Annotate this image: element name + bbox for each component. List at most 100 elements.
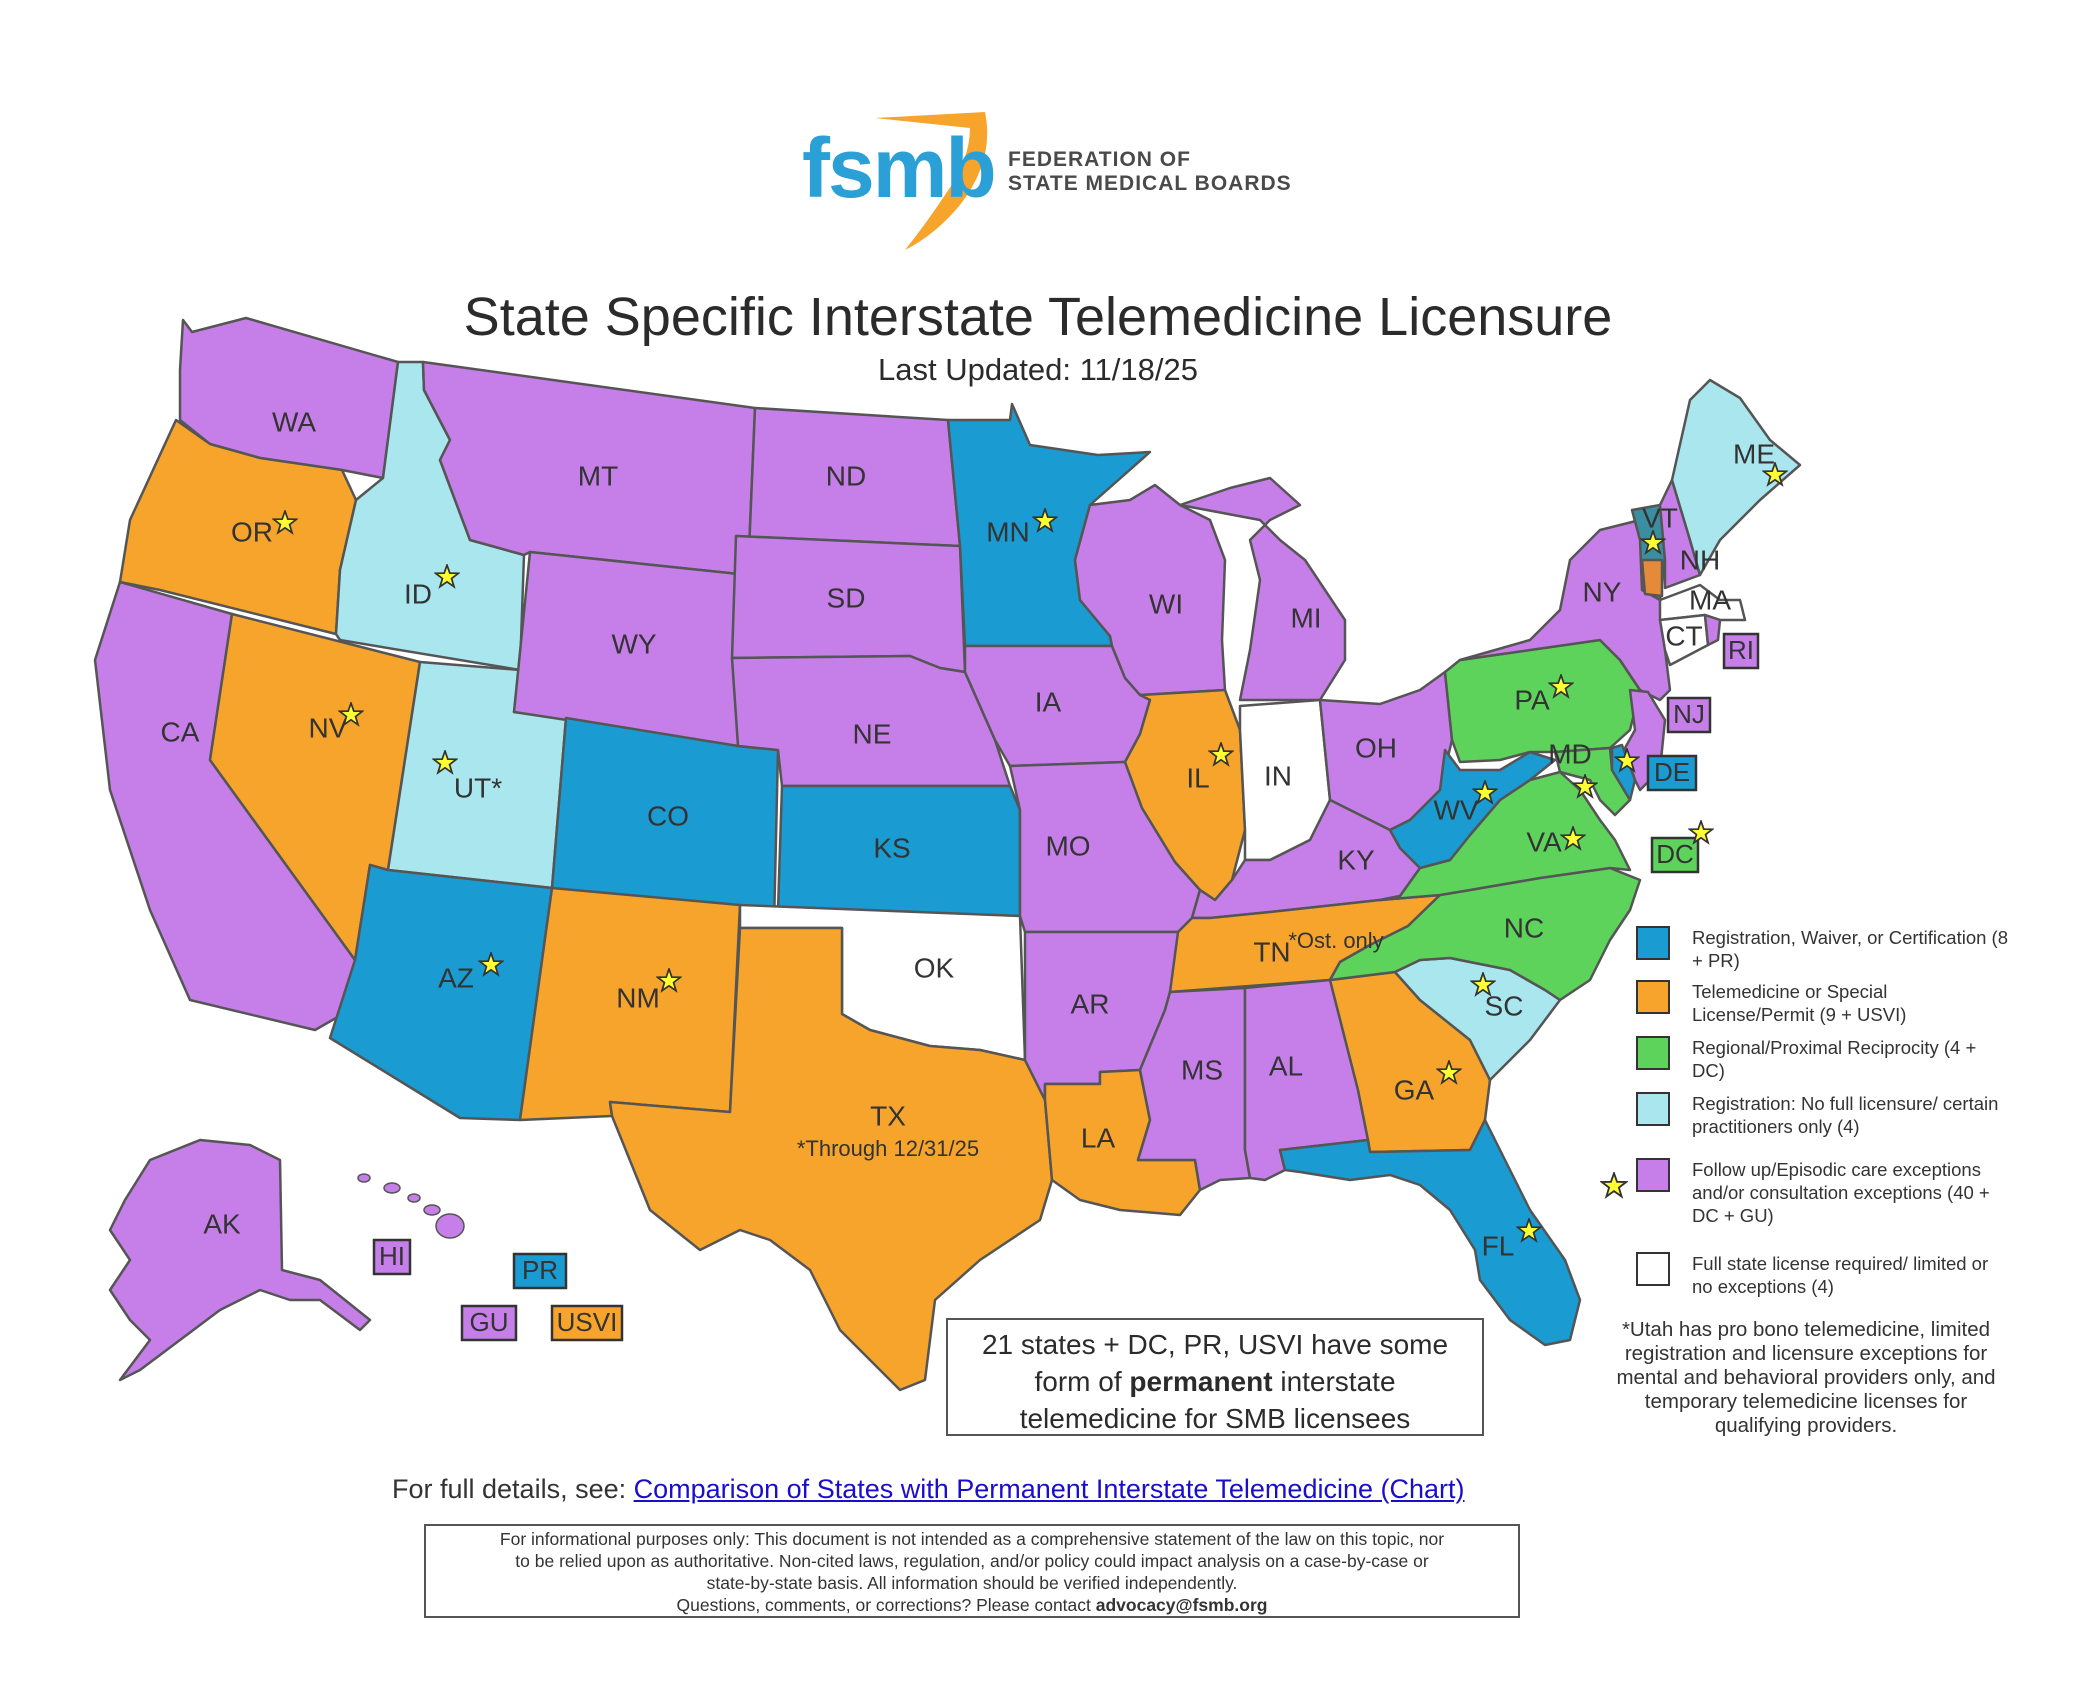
state-me[interactable]	[1670, 378, 1802, 577]
label-ms: MS	[1181, 1054, 1223, 1085]
permanent-line2-post: interstate	[1272, 1366, 1396, 1397]
label-al: AL	[1269, 1050, 1303, 1081]
label-ga: GA	[1394, 1074, 1435, 1105]
disclaimer-box: For informational purposes only: This do…	[424, 1524, 1520, 1618]
permanent-line2-bold: permanent	[1129, 1366, 1273, 1397]
box-ri[interactable]	[1722, 632, 1760, 670]
state-ak[interactable]	[108, 1138, 372, 1382]
legend-label: Telemedicine or Special License/Permit (…	[1692, 981, 1907, 1025]
hawaii-islands	[357, 1173, 465, 1239]
state-ct[interactable]	[1658, 613, 1710, 667]
full-details: For full details, see: Comparison of Sta…	[392, 1474, 1465, 1505]
box-nj[interactable]	[1666, 696, 1712, 734]
label-ks: KS	[873, 832, 910, 863]
comparison-chart-link[interactable]: Comparison of States with Permanent Inte…	[633, 1474, 1465, 1504]
disclaimer-line1: For informational purposes only: This do…	[499, 1529, 1445, 1549]
box-dc[interactable]	[1650, 836, 1700, 874]
legend-label: Registration, Waiver, or Certification (…	[1692, 927, 2008, 971]
legend-item-registration: Registration, Waiver, or Certification (…	[1636, 926, 2012, 972]
box-gu[interactable]	[460, 1304, 518, 1342]
state-vt-lower[interactable]	[1640, 558, 1664, 598]
legend-item-special-license: Telemedicine or Special License/Permit (…	[1636, 980, 2012, 1026]
label-tx: TX	[870, 1100, 906, 1131]
legend-star-icon	[1600, 1172, 1628, 1199]
label-nd: ND	[826, 460, 866, 491]
label-ri: RI	[1728, 635, 1754, 665]
label-va: VA	[1526, 826, 1562, 857]
legend-item-reciprocity: Regional/Proximal Reciprocity (4 + DC)	[1636, 1036, 2012, 1082]
legend-label: Regional/Proximal Reciprocity (4 + DC)	[1692, 1037, 1977, 1081]
label-ia: IA	[1035, 686, 1062, 717]
utah-footnote: *Utah has pro bono telemedicine, limited…	[1616, 1318, 1996, 1437]
legend-swatch	[1636, 980, 1670, 1014]
state-mi[interactable]	[1178, 476, 1347, 702]
label-oh: OH	[1355, 732, 1397, 763]
legend-swatch	[1636, 1092, 1670, 1126]
state-co[interactable]	[550, 716, 780, 928]
state-ne[interactable]	[730, 654, 1012, 788]
label-nj: NJ	[1673, 699, 1705, 729]
label-gu: GU	[470, 1307, 509, 1337]
label-wy: WY	[611, 628, 656, 659]
legend-swatch	[1636, 1036, 1670, 1070]
label-nh: NH	[1680, 544, 1720, 575]
box-hi[interactable]	[372, 1238, 412, 1276]
label-ar: AR	[1071, 988, 1110, 1019]
last-updated: Last Updated: 11/18/25	[877, 352, 1198, 387]
box-usvi[interactable]	[550, 1304, 624, 1342]
label-vt: VT	[1642, 502, 1678, 533]
label-wv: WV	[1433, 794, 1478, 825]
permanent-line2: form of permanent interstate	[948, 1363, 1482, 1400]
label-dc: DC	[1656, 839, 1694, 869]
legend-swatch	[1636, 1158, 1670, 1192]
state-tx[interactable]	[608, 926, 1054, 1392]
label-wa: WA	[272, 406, 316, 437]
box-pr[interactable]	[512, 1252, 568, 1290]
label-mo: MO	[1045, 830, 1090, 861]
legend-item-full-license: Full state license required/ limited or …	[1636, 1252, 2012, 1298]
label-az: AZ	[438, 962, 474, 993]
legend-swatch	[1636, 926, 1670, 960]
label-ca: CA	[161, 716, 200, 747]
label-co: CO	[647, 800, 689, 831]
logo-wordmark: fsmb	[802, 121, 997, 215]
state-fl[interactable]	[1278, 1118, 1582, 1347]
label-ut: UT*	[454, 772, 502, 803]
label-me: ME	[1733, 438, 1775, 469]
disclaimer-line4: Questions, comments, or corrections? Ple…	[426, 1594, 1518, 1616]
label-la: LA	[1081, 1122, 1116, 1153]
state-ri[interactable]	[1703, 613, 1722, 647]
legend-label: Full state license required/ limited or …	[1692, 1253, 1989, 1297]
label-pa: PA	[1514, 684, 1550, 715]
permanent-line2-pre: form of	[1034, 1366, 1130, 1397]
box-de[interactable]	[1646, 754, 1698, 792]
label-hi: HI	[379, 1241, 405, 1271]
label-tn: TN	[1253, 936, 1290, 967]
contact-email[interactable]: advocacy@fsmb.org	[1095, 1595, 1268, 1615]
label-nc: NC	[1504, 912, 1544, 943]
label-usvi: USVI	[557, 1307, 618, 1337]
legend-label: Follow up/Episodic care exceptions and/o…	[1692, 1159, 1990, 1226]
label-mn: MN	[986, 516, 1030, 547]
permanent-line3: telemedicine for SMB licensees	[1019, 1403, 1411, 1434]
label-ne: NE	[853, 718, 892, 749]
legend-item-followup: Follow up/Episodic care exceptions and/o…	[1636, 1158, 2012, 1227]
legend-item-registration-no-full: Registration: No full licensure/ certain…	[1636, 1092, 2012, 1138]
permanent-summary-box: 21 states + DC, PR, USVI have some form …	[946, 1318, 1484, 1436]
label-id: ID	[404, 578, 432, 609]
note-tn-ost: *Ost. only	[1288, 928, 1383, 953]
label-nv: NV	[309, 712, 348, 743]
permanent-line1: 21 states + DC, PR, USVI have some	[981, 1329, 1449, 1360]
logo-subtitle-line1: FEDERATION OF	[1008, 148, 1191, 171]
label-ct: CT	[1665, 620, 1702, 651]
disclaimer-line3: state-by-state basis. All information sh…	[706, 1573, 1238, 1593]
page-title: State Specific Interstate Telemedicine L…	[463, 287, 1613, 347]
disclaimer-line4-pre: Questions, comments, or corrections? Ple…	[676, 1595, 1096, 1615]
label-sd: SD	[827, 582, 866, 613]
label-ak: AK	[203, 1208, 241, 1239]
label-pr: PR	[522, 1255, 558, 1285]
label-ny: NY	[1583, 576, 1622, 607]
label-wi: WI	[1149, 588, 1183, 619]
label-or: OR	[231, 516, 273, 547]
